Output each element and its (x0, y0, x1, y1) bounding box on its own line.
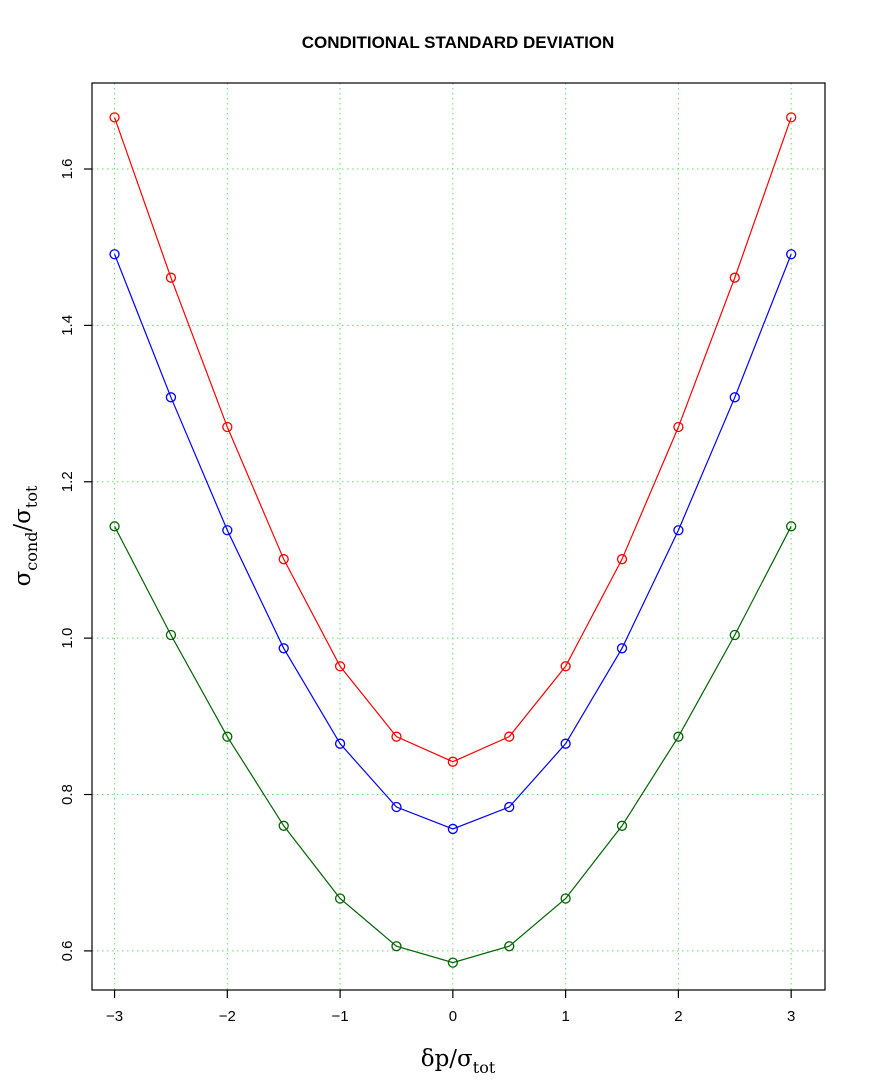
series-2-point-6 (447, 957, 459, 968)
y-tick-label-2: 1.0 (59, 628, 76, 649)
series-0-point-6 (447, 756, 459, 767)
series-0-point-11 (729, 272, 740, 283)
series-0-point-1 (165, 272, 177, 283)
y-tick-label-0: 0.6 (59, 940, 76, 961)
y-axis-label-sub-cond: cond (22, 532, 41, 571)
x-tick-label-1: −2 (219, 1008, 236, 1025)
series-1-point-5 (391, 801, 402, 813)
y-axis-label-sigma: σ (10, 570, 36, 586)
series-0-point-12 (786, 112, 797, 123)
series-2-point-4 (334, 893, 346, 904)
series-0-point-10 (673, 421, 684, 433)
x-tick-label-0: −3 (106, 1008, 123, 1025)
series-1-point-1 (165, 392, 177, 403)
series-group (109, 112, 797, 968)
x-axis: −3 −2 −1 0 1 2 3 (106, 990, 795, 1025)
series-0-point-7 (504, 731, 515, 742)
series-1-point-9 (616, 643, 628, 654)
y-tick-label-4: 1.4 (59, 315, 76, 336)
x-axis-label-main: δp/σ (421, 1046, 473, 1072)
grid-lines (92, 83, 825, 990)
series-2-line (114, 526, 792, 964)
series-0-point-0 (109, 112, 120, 123)
series-2-point-0 (109, 521, 120, 532)
series-2-point-7 (504, 941, 515, 952)
series-1-point-4 (334, 738, 346, 749)
series-0-point-3 (278, 554, 289, 565)
y-axis-label: σcond/σtot (10, 485, 41, 586)
series-0-point-8 (560, 661, 571, 672)
series-2-point-11 (729, 629, 740, 641)
y-tick-label-3: 1.2 (59, 471, 76, 492)
series-1-point-3 (278, 643, 289, 654)
series-2-point-12 (786, 521, 797, 532)
series-0-point-4 (334, 661, 346, 672)
series-2-point-1 (165, 629, 177, 641)
x-tick-label-3: 0 (449, 1008, 457, 1025)
x-axis-label: δp/σtot (421, 1046, 496, 1077)
plot-frame (91, 82, 826, 991)
y-axis-label-slash: /σ (10, 508, 36, 532)
series-1-point-8 (560, 738, 571, 749)
series-2-point-8 (560, 893, 571, 904)
series-2-point-9 (616, 820, 628, 831)
series-0-point-5 (391, 731, 402, 742)
series-2-point-10 (673, 731, 684, 742)
series-1-point-10 (673, 525, 684, 536)
series-2-point-3 (278, 820, 289, 831)
series-1-point-11 (729, 392, 740, 403)
y-tick-label-1: 0.8 (59, 784, 76, 805)
series-1-point-6 (447, 823, 459, 835)
x-tick-label-5: 2 (674, 1008, 682, 1025)
series-1-point-0 (109, 249, 120, 260)
chart-title: CONDITIONAL STANDARD DEVIATION (302, 33, 615, 52)
y-axis-label-sub-tot: tot (22, 485, 41, 508)
y-tick-label-5: 1.6 (59, 159, 76, 180)
series-2-point-5 (391, 941, 402, 952)
series-2-point-2 (222, 731, 233, 742)
series-0-line (113, 117, 792, 763)
y-axis: 0.6 0.8 1.0 1.2 1.4 1.6 (59, 159, 92, 961)
x-axis-label-sub: tot (473, 1058, 496, 1077)
series-0-point-9 (616, 554, 628, 565)
x-tick-label-2: −1 (332, 1008, 349, 1025)
series-1-point-2 (222, 525, 233, 536)
series-1-point-12 (786, 249, 797, 260)
x-tick-label-4: 1 (561, 1008, 569, 1025)
series-1-point-7 (504, 801, 515, 813)
x-tick-label-6: 3 (787, 1008, 795, 1025)
series-1-line (113, 254, 792, 830)
series-0-point-2 (222, 421, 233, 433)
